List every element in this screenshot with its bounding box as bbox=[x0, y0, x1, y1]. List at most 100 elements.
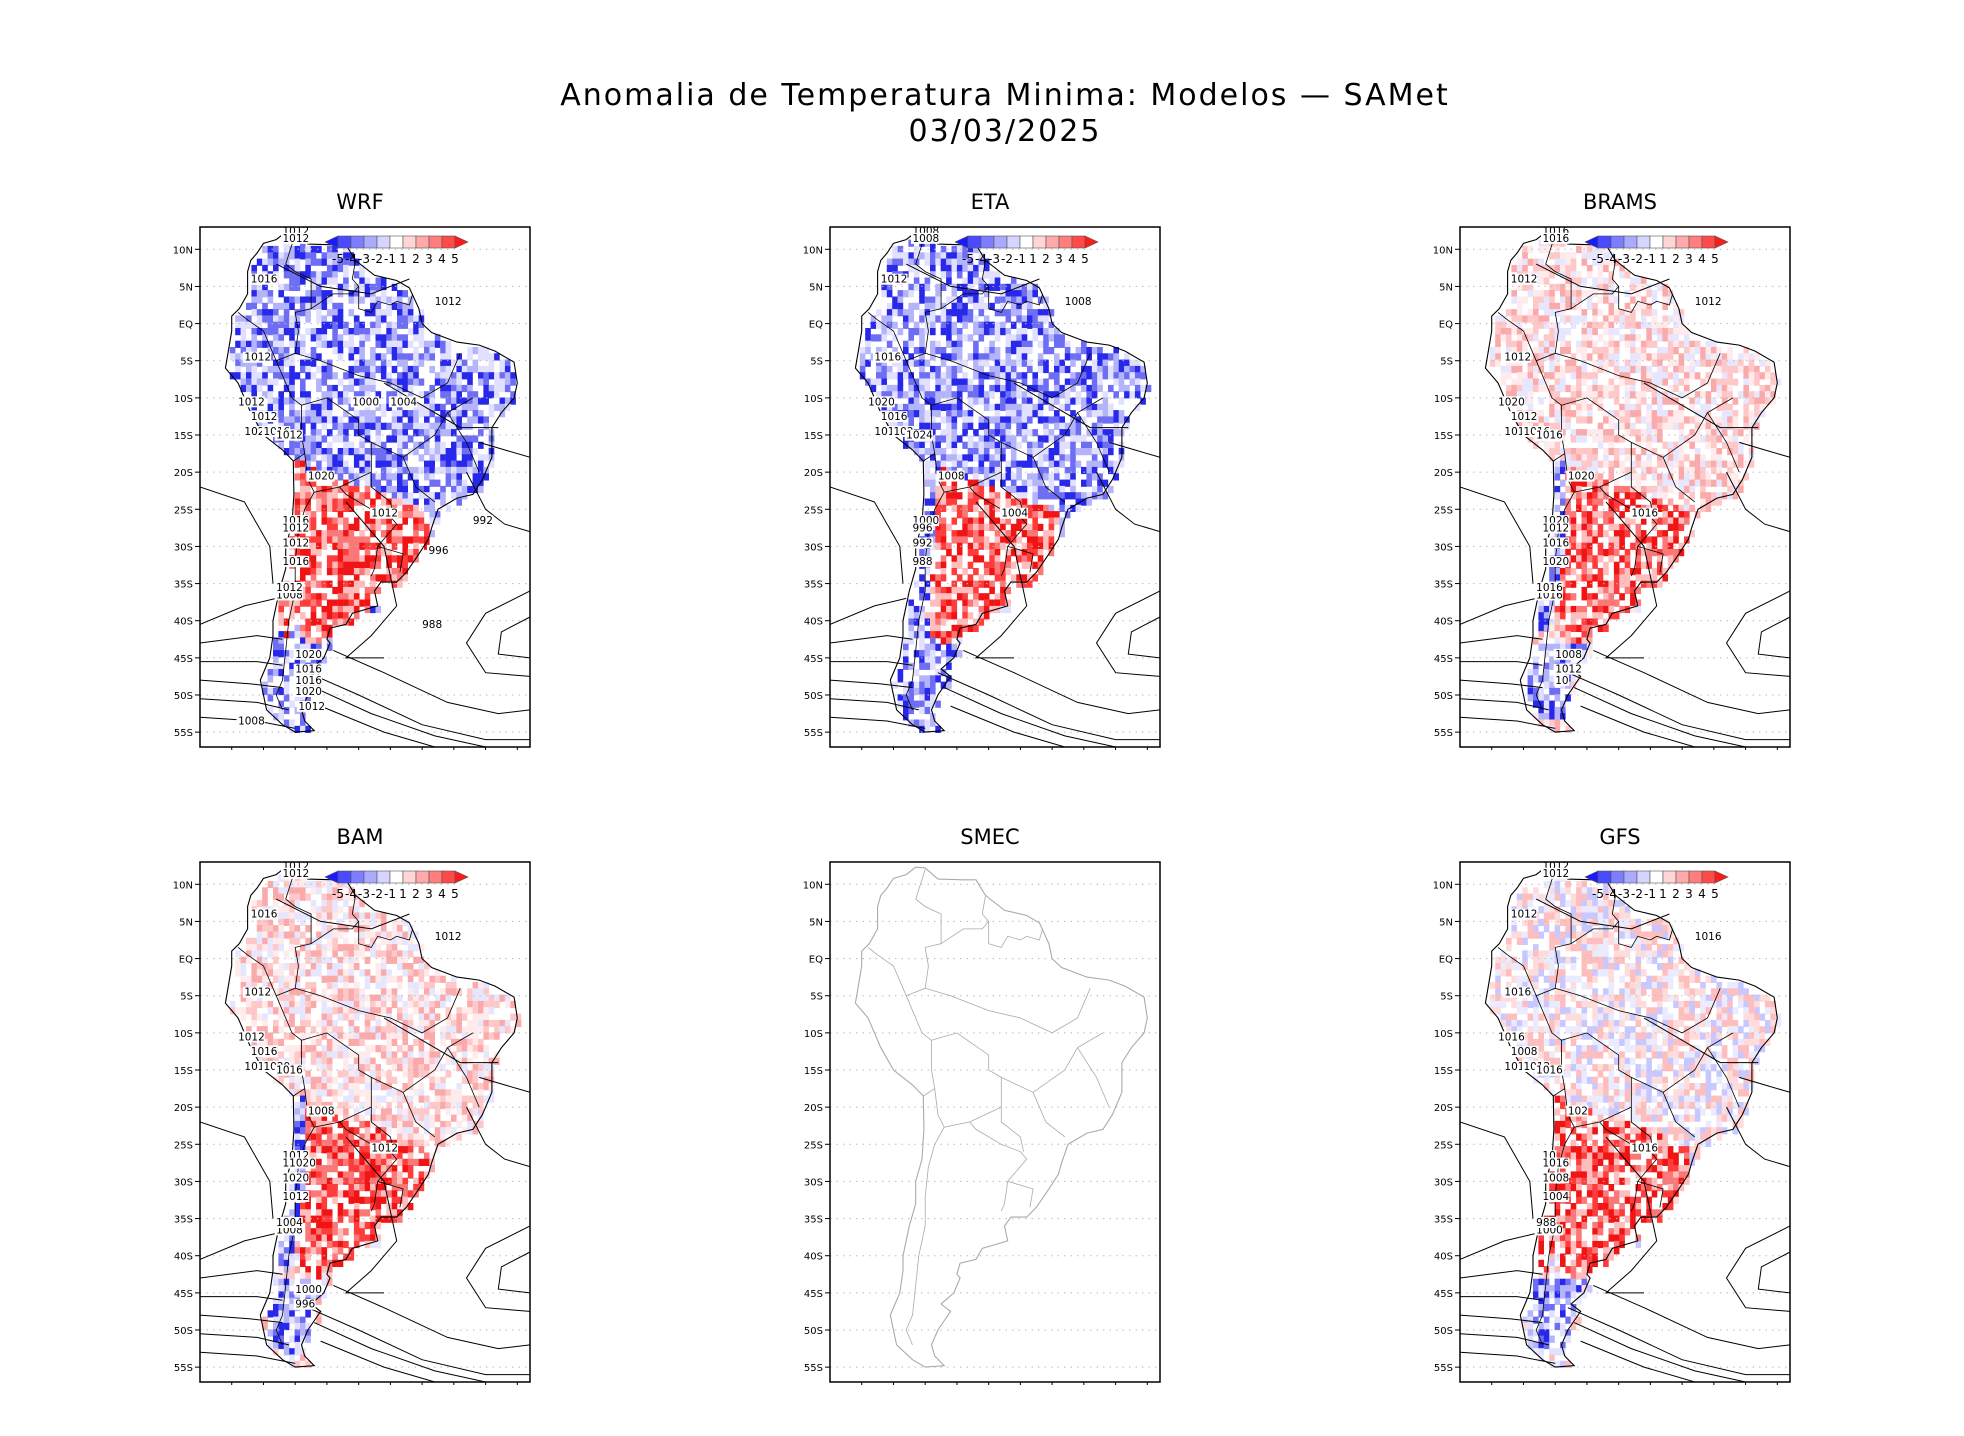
isobar-label: 1012 bbox=[371, 1143, 398, 1155]
isobar bbox=[200, 1232, 277, 1260]
lat-tick-label: 30S bbox=[804, 1177, 823, 1188]
isobar-label: 1020 bbox=[868, 396, 895, 408]
isobar bbox=[1127, 616, 1160, 659]
map-frame bbox=[199, 861, 531, 1383]
isobar-label: 1016 bbox=[1543, 1158, 1570, 1170]
map-frame bbox=[829, 226, 1161, 748]
isobar bbox=[974, 501, 1028, 659]
country-border bbox=[1007, 546, 1034, 573]
isobar bbox=[1725, 590, 1790, 677]
colorbar-label: -3 bbox=[1618, 887, 1630, 901]
isobar bbox=[950, 705, 1065, 747]
isobar-label: 1016 bbox=[276, 1065, 303, 1077]
isobar bbox=[1460, 597, 1537, 625]
colorbar-label: 2 bbox=[412, 887, 420, 901]
isobar bbox=[1460, 698, 1549, 711]
colorbar-label: 3 bbox=[1055, 252, 1063, 266]
isobar bbox=[1460, 1351, 1556, 1364]
isobar bbox=[905, 263, 1040, 295]
country-border bbox=[1561, 397, 1632, 493]
colorbar-label: 1 bbox=[1659, 252, 1667, 266]
isobar bbox=[830, 716, 926, 729]
lat-tick-label: 5S bbox=[180, 357, 193, 368]
panel-title: GFS bbox=[1599, 825, 1641, 849]
isobar bbox=[1535, 263, 1670, 295]
country-border bbox=[867, 869, 942, 997]
country-border bbox=[905, 360, 936, 462]
isobar bbox=[1567, 1307, 1790, 1376]
isobar bbox=[830, 597, 907, 625]
country-border bbox=[1570, 921, 1620, 945]
map-area: 1008100810121008101610201016101210210241… bbox=[830, 227, 1160, 747]
isobar-label: 1020 bbox=[295, 686, 322, 698]
country-border bbox=[925, 987, 1053, 1034]
isobar bbox=[344, 1136, 398, 1294]
colorbar-label: -4 bbox=[1605, 252, 1617, 266]
isobar bbox=[275, 898, 410, 930]
map-svg: 1012101210121016101610161008101210121016… bbox=[1433, 861, 1791, 1385]
isobar bbox=[1757, 1251, 1790, 1294]
panel-title: WRF bbox=[336, 190, 384, 214]
isobar-label: 1012 bbox=[283, 225, 310, 237]
isobar bbox=[830, 679, 913, 689]
isobar bbox=[344, 501, 398, 659]
country-border bbox=[1077, 1047, 1110, 1108]
isobar-label: 1012 bbox=[238, 1031, 265, 1043]
isobar bbox=[383, 1017, 499, 1064]
country-border bbox=[1555, 352, 1683, 399]
lat-tick-label: 5S bbox=[810, 357, 823, 368]
lat-tick-label: 50S bbox=[1434, 691, 1453, 702]
isobar bbox=[333, 649, 530, 715]
colorbar-label: -3 bbox=[988, 252, 1000, 266]
isobar bbox=[1593, 649, 1790, 715]
country-border bbox=[1535, 995, 1566, 1097]
country-border bbox=[1611, 895, 1673, 948]
map-frame bbox=[829, 861, 1161, 1383]
figure-title: Anomalia de Temperatura Minima: Modelos … bbox=[0, 78, 1964, 150]
isobar-label: 1016 bbox=[1631, 508, 1658, 520]
map-area: 1012101210121016101610161008101210121016… bbox=[1460, 862, 1790, 1382]
isobar bbox=[200, 1351, 296, 1364]
lat-tick-label: 45S bbox=[1434, 1289, 1453, 1300]
lat-tick-label: 10S bbox=[174, 1029, 193, 1040]
isobar-label: 1020 bbox=[308, 471, 335, 483]
colorbar: -5 -4 -3 -2 -1 1 2 3 4 5 bbox=[324, 870, 469, 901]
lat-tick-label: 20S bbox=[1434, 1103, 1453, 1114]
isobar-label: 1020 bbox=[295, 649, 322, 661]
isobar-label: 1016 bbox=[874, 352, 901, 364]
lat-tick-label: EQ bbox=[809, 320, 823, 331]
country-border bbox=[1599, 486, 1658, 577]
colorbar-label: 4 bbox=[438, 252, 446, 266]
isobar-label: 1012 bbox=[1695, 296, 1722, 308]
lat-tick-label: 25S bbox=[804, 505, 823, 516]
country-border bbox=[237, 869, 312, 997]
lat-tick-label: 40S bbox=[174, 617, 193, 628]
isobar bbox=[1460, 486, 1534, 584]
isobar bbox=[1573, 1322, 1746, 1382]
lat-tick-label: 15S bbox=[1434, 431, 1453, 442]
isobar-label: 1012 bbox=[1504, 352, 1531, 364]
lat-tick-label: 45S bbox=[174, 654, 193, 665]
lat-tick-label: 10N bbox=[803, 245, 823, 256]
isobar-label: 1016 bbox=[1543, 225, 1570, 237]
country-border bbox=[1497, 869, 1572, 997]
lat-tick-label: 10S bbox=[174, 394, 193, 405]
isobar-label: 1012 bbox=[276, 582, 303, 594]
isobar bbox=[1580, 1340, 1695, 1382]
lat-tick-label: 10S bbox=[804, 394, 823, 405]
isobar bbox=[937, 672, 1160, 741]
isobar bbox=[465, 590, 530, 677]
colorbar-label: 3 bbox=[425, 252, 433, 266]
country-border bbox=[1637, 546, 1664, 573]
isobar bbox=[1460, 1296, 1543, 1301]
isobar-label: 1016 bbox=[1631, 1143, 1658, 1155]
isobar bbox=[1095, 590, 1160, 677]
country-border bbox=[1001, 1032, 1104, 1093]
colorbar-label: 2 bbox=[1042, 252, 1050, 266]
lat-tick-label: 35S bbox=[804, 1215, 823, 1226]
lat-tick-label: 10N bbox=[173, 880, 193, 891]
colorbar-label: -2 bbox=[1631, 887, 1643, 901]
isobar-label: 1020 bbox=[1568, 471, 1595, 483]
lat-tick-label: 5S bbox=[1440, 992, 1453, 1003]
lat-tick-label: 40S bbox=[1434, 1252, 1453, 1263]
